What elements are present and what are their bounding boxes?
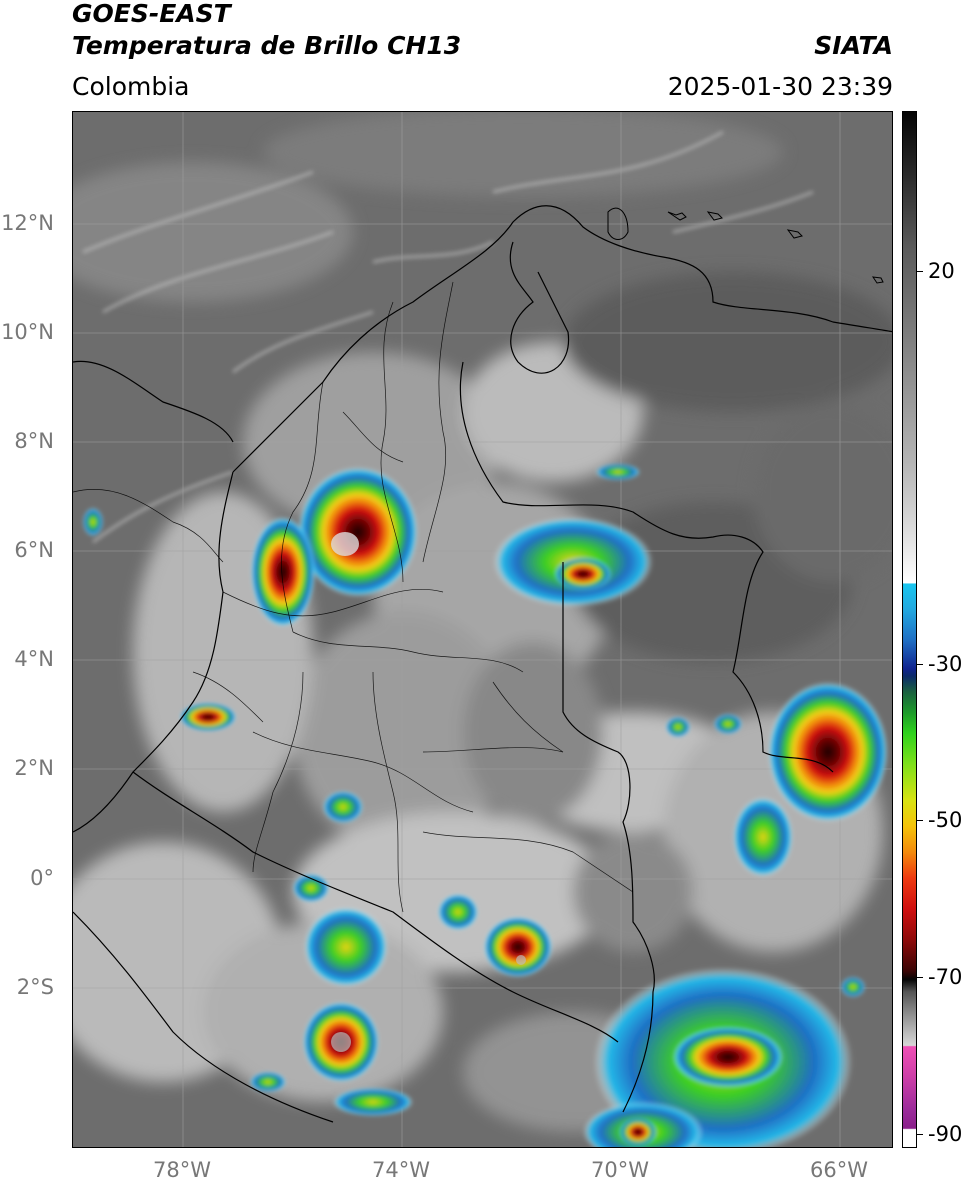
lon-label-78w: 78°W xyxy=(153,1158,211,1182)
colorbar-label-minus50: -50 xyxy=(928,808,963,832)
map-canvas xyxy=(73,112,892,1147)
agency-label: SIATA xyxy=(814,31,893,60)
lat-label-4n: 4°N xyxy=(14,647,54,671)
satellite-title: GOES-EAST xyxy=(72,0,231,28)
lat-label-0: 0° xyxy=(30,866,54,890)
colorbar-label-minus70: -70 xyxy=(928,965,963,989)
graticule xyxy=(73,112,892,1147)
product-title: Temperatura de Brillo CH13 xyxy=(72,31,462,60)
colorbar-tick-minus90 xyxy=(917,1134,923,1135)
temperature-colorbar xyxy=(902,111,917,1148)
lon-label-70w: 70°W xyxy=(591,1158,649,1182)
lon-label-74w: 74°W xyxy=(372,1158,430,1182)
colorbar-label-20: 20 xyxy=(928,259,955,283)
lat-label-6n: 6°N xyxy=(14,538,54,562)
colorbar-tick-20 xyxy=(917,271,923,272)
colorbar-tick-minus50 xyxy=(917,820,923,821)
lat-label-12n: 12°N xyxy=(1,211,54,235)
colorbar-label-minus30: -30 xyxy=(928,652,963,676)
lat-label-8n: 8°N xyxy=(14,429,54,453)
colorbar-tick-minus30 xyxy=(917,664,923,665)
lon-label-66w: 66°W xyxy=(810,1158,868,1182)
lat-label-2s: 2°S xyxy=(16,975,54,999)
colorbar-label-minus90: -90 xyxy=(928,1122,963,1146)
lat-label-2n: 2°N xyxy=(14,756,54,780)
satellite-map xyxy=(72,111,893,1148)
convective-cells xyxy=(83,464,888,1147)
datetime-label: 2025-01-30 23:39 xyxy=(667,72,893,101)
colorbar-tick-minus70 xyxy=(917,977,923,978)
department-borders xyxy=(73,281,634,913)
country-borders xyxy=(73,205,892,1123)
region-label: Colombia xyxy=(72,72,190,101)
lat-label-10n: 10°N xyxy=(1,320,54,344)
islands xyxy=(607,207,884,284)
